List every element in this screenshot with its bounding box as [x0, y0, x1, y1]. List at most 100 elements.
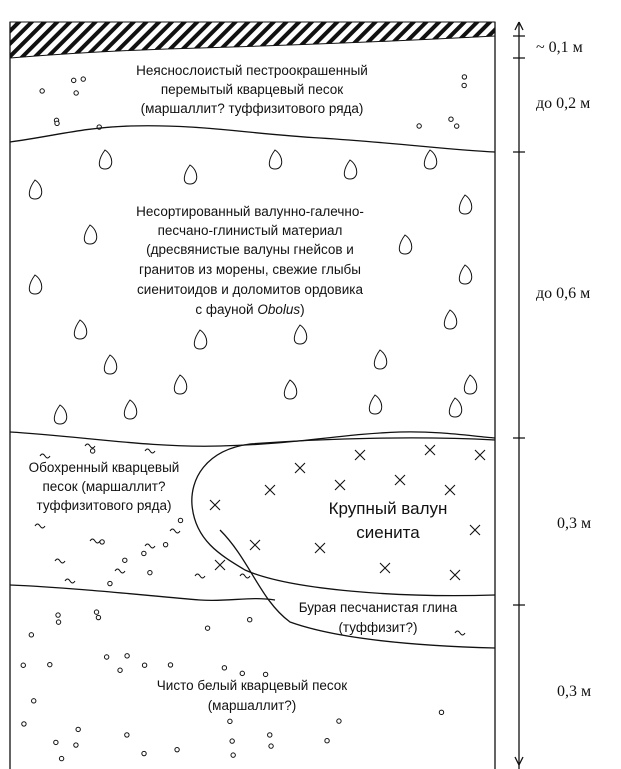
- pebble: [125, 733, 129, 737]
- tilde: [145, 449, 155, 453]
- boulder-clast: [444, 310, 456, 329]
- pebble: [454, 124, 458, 128]
- pebble: [76, 727, 80, 731]
- tilde: [455, 631, 465, 635]
- boulder-clast: [124, 400, 136, 419]
- scale-label: 0,3 м: [557, 515, 591, 532]
- decoration: [21, 75, 485, 761]
- cross: [475, 450, 485, 460]
- pebble: [104, 655, 108, 659]
- layer-text: песок (маршаллит?: [42, 479, 165, 494]
- pebble: [81, 77, 85, 81]
- pebble: [205, 626, 209, 630]
- pebble: [222, 666, 226, 670]
- pebble: [56, 620, 60, 624]
- cross: [445, 485, 455, 495]
- cross: [250, 540, 260, 550]
- boulder-clast: [459, 265, 471, 284]
- tilde: [90, 539, 100, 543]
- layer-text: (маршаллит? туффизитового ряда): [141, 101, 364, 116]
- tilde: [145, 544, 155, 548]
- soil-band: [10, 22, 495, 58]
- pebble: [74, 743, 78, 747]
- layer-text: с фауной Obolus): [195, 302, 304, 317]
- boulder-clast: [74, 320, 86, 339]
- layer-text: Крупный валун: [329, 499, 448, 518]
- boulder-clast: [294, 325, 306, 344]
- text-part: ): [300, 302, 305, 317]
- cross: [470, 525, 480, 535]
- cross: [450, 570, 460, 580]
- pebble: [96, 615, 100, 619]
- pebble: [59, 756, 63, 760]
- layer-text: Чисто белый кварцевый песок: [157, 678, 348, 693]
- boulder-clast: [399, 235, 411, 254]
- cross: [425, 445, 435, 455]
- pebble: [108, 581, 112, 585]
- boundary: [10, 126, 495, 152]
- tilde: [170, 529, 180, 533]
- layer-text: Бурая песчанистая глина: [299, 600, 458, 615]
- boulder-clast: [449, 398, 461, 417]
- pebble: [55, 121, 59, 125]
- pebble: [74, 91, 78, 95]
- cross: [395, 475, 405, 485]
- pebble: [21, 663, 25, 667]
- pebble: [462, 75, 466, 79]
- pebble: [230, 739, 234, 743]
- tilde: [55, 559, 65, 563]
- pebble: [325, 738, 329, 742]
- layer-text: песчано-глинистый материал: [158, 223, 343, 238]
- boulder-clast: [284, 380, 296, 399]
- cross: [215, 560, 225, 570]
- pebble: [231, 753, 235, 757]
- section-diagram: Неяснослоистый пестроокрашенный перемыты…: [0, 0, 621, 769]
- boulder-clast: [99, 150, 111, 169]
- boulder-clast: [184, 165, 196, 184]
- pebble: [268, 733, 272, 737]
- cross: [265, 485, 275, 495]
- pebble: [269, 744, 273, 748]
- pebble: [125, 654, 129, 658]
- boulder-clast: [174, 375, 186, 394]
- pebble: [148, 570, 152, 574]
- boulder-clast: [54, 405, 66, 424]
- pebble: [48, 662, 52, 666]
- tilde: [85, 444, 95, 448]
- pebble: [163, 542, 167, 546]
- pebble: [118, 668, 122, 672]
- scale-label: 0,3 м: [557, 683, 591, 700]
- layer-text: туффизитового ряда): [37, 498, 172, 513]
- boulder-clast: [269, 150, 281, 169]
- pebble: [142, 751, 146, 755]
- layer-text: гранитов из морены, свежие глыбы: [139, 262, 361, 277]
- boulder-clast: [424, 150, 436, 169]
- pebble: [462, 83, 466, 87]
- layer-text: Несортированный валунно-галечно-: [136, 204, 364, 219]
- pebble: [263, 672, 267, 676]
- tilde: [35, 524, 45, 528]
- pebble: [228, 719, 232, 723]
- pebble: [100, 540, 104, 544]
- pebble: [175, 747, 179, 751]
- pebble: [94, 610, 98, 614]
- boulder-clast: [344, 160, 356, 179]
- boulder-clast: [194, 330, 206, 349]
- pebble: [240, 671, 244, 675]
- text-part: Obolus: [257, 302, 300, 317]
- scale-label: до 0,6 м: [536, 285, 590, 302]
- pebble: [40, 89, 44, 93]
- pebble: [123, 558, 127, 562]
- pebble: [54, 740, 58, 744]
- pebble: [178, 518, 182, 522]
- boulder-clast: [104, 355, 116, 374]
- layer-text: Обохренный кварцевый: [29, 460, 180, 475]
- pebble: [168, 663, 172, 667]
- pebble: [29, 633, 33, 637]
- boundary: [10, 585, 275, 600]
- tilde: [115, 569, 125, 573]
- boulder-clast: [84, 225, 96, 244]
- text-part: с фауной: [195, 302, 257, 317]
- pebble: [32, 699, 36, 703]
- boulder-clast: [29, 180, 41, 199]
